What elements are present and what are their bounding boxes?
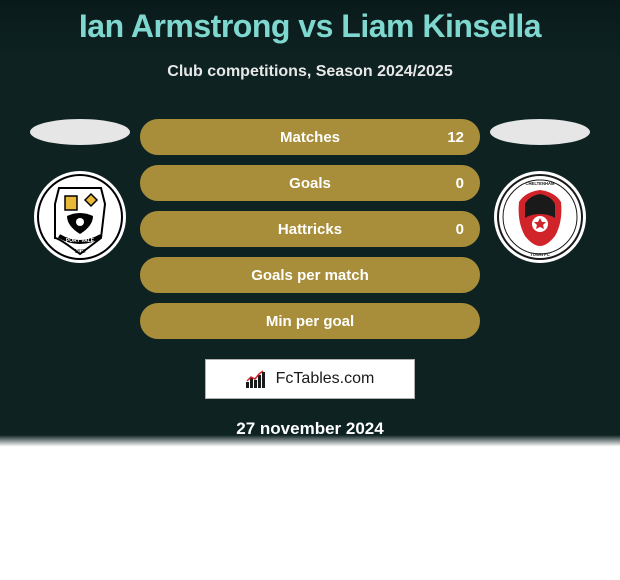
stat-bar-goals-per-match: Goals per match <box>140 257 480 293</box>
stat-right-value: 12 <box>447 129 464 146</box>
svg-text:CHELTENHAM: CHELTENHAM <box>526 181 556 186</box>
right-flag-placeholder <box>490 119 590 145</box>
stat-bar-matches: Matches 12 <box>140 119 480 155</box>
left-player-column: PORT VALE 1876 <box>20 119 140 339</box>
left-flag-placeholder <box>30 119 130 145</box>
subtitle: Club competitions, Season 2024/2025 <box>167 63 452 81</box>
svg-text:PORT VALE: PORT VALE <box>66 238 95 244</box>
comparison-card: Ian Armstrong vs Liam Kinsella Club comp… <box>0 0 620 439</box>
stat-label: Matches <box>280 129 340 146</box>
stat-right-value: 0 <box>456 221 464 238</box>
page-title: Ian Armstrong vs Liam Kinsella <box>79 8 541 45</box>
stat-label: Hattricks <box>278 221 342 238</box>
stat-label: Goals per match <box>251 267 369 284</box>
cheltenham-badge-icon: CHELTENHAM TOWN FC <box>494 171 586 263</box>
stat-label: Min per goal <box>266 313 354 330</box>
bar-chart-icon <box>246 370 268 388</box>
svg-text:1876: 1876 <box>74 249 85 255</box>
comparison-row: PORT VALE 1876 Matches 12 Goals 0 Hattri… <box>0 119 620 339</box>
stat-bar-hattricks: Hattricks 0 <box>140 211 480 247</box>
fctables-watermark: FcTables.com <box>205 359 415 399</box>
generation-date: 27 november 2024 <box>236 419 383 439</box>
stat-bar-min-per-goal: Min per goal <box>140 303 480 339</box>
stat-right-value: 0 <box>456 175 464 192</box>
fctables-label: FcTables.com <box>276 370 375 388</box>
stat-bars: Matches 12 Goals 0 Hattricks 0 Goals per… <box>140 119 480 339</box>
stat-bar-goals: Goals 0 <box>140 165 480 201</box>
stat-label: Goals <box>289 175 331 192</box>
svg-text:TOWN FC: TOWN FC <box>530 252 549 257</box>
right-player-column: CHELTENHAM TOWN FC <box>480 119 600 339</box>
port-vale-badge-icon: PORT VALE 1876 <box>34 171 126 263</box>
